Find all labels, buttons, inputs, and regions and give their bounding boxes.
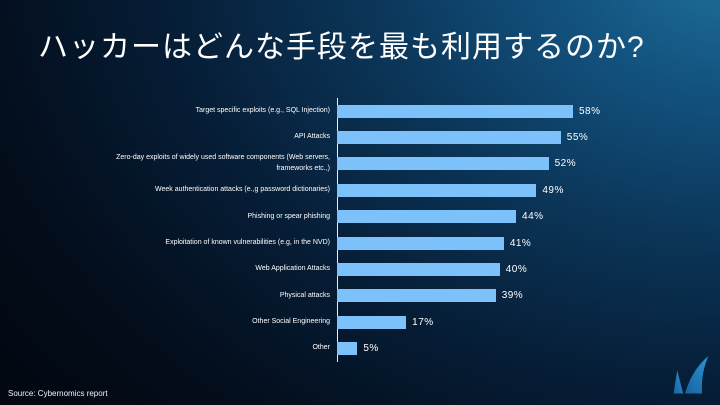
bar-track: 52% — [337, 157, 697, 171]
category-label: Web Application Attacks — [255, 265, 330, 273]
slide-title: ハッカーはどんな手段を最も利用するのか? — [38, 31, 645, 64]
bar — [337, 289, 496, 303]
bar-row: Zero-day exploits of widely used softwar… — [80, 151, 700, 177]
value-label: 40% — [505, 264, 528, 276]
category-label: Exploitation of known vulnerabilities (e… — [165, 238, 330, 246]
bar-track: 39% — [337, 289, 697, 303]
bar — [337, 315, 407, 329]
source-note: Source: Cybernomics report — [8, 389, 108, 398]
bar — [337, 183, 537, 197]
category-label: Zero-day exploits of widely used softwar… — [116, 154, 330, 172]
bar-row: Other 5% — [80, 336, 700, 362]
barracuda-logo-icon — [673, 356, 709, 394]
bar-row: Physical attacks 39% — [80, 283, 700, 309]
value-label: 55% — [566, 132, 589, 144]
category-label: Other — [312, 344, 330, 352]
logo-left-fin — [673, 370, 684, 394]
bar-row: Target specific exploits (e.g., SQL Inje… — [80, 98, 700, 124]
bar-row: Exploitation of known vulnerabilities (e… — [80, 230, 700, 256]
value-label: 41% — [509, 237, 532, 249]
bar-track: 40% — [337, 263, 697, 277]
bar-row: API Attacks 55% — [80, 124, 700, 150]
category-label: Target specific exploits (e.g., SQL Inje… — [195, 106, 330, 114]
value-label: 52% — [554, 158, 577, 170]
bar — [337, 342, 358, 356]
bar-track: 44% — [337, 210, 697, 224]
bar-track: 17% — [337, 315, 697, 329]
bar-track: 5% — [337, 342, 697, 356]
bar-track: 55% — [337, 131, 697, 145]
bar-track: 58% — [337, 104, 697, 118]
value-label: 17% — [412, 316, 434, 328]
bar-row: Other Social Engineering 17% — [80, 309, 700, 335]
category-label: Week authentication attacks (e.,g passwo… — [155, 186, 330, 194]
bar-track: 41% — [337, 236, 697, 250]
bar — [337, 157, 549, 171]
value-label: 58% — [579, 105, 601, 117]
bar-row: Web Application Attacks 40% — [80, 256, 700, 282]
bar — [337, 131, 561, 145]
bar-row: Week authentication attacks (e.,g passwo… — [80, 177, 700, 203]
logo-right-fin — [685, 356, 709, 394]
bar — [337, 104, 573, 118]
category-label: Physical attacks — [279, 291, 330, 299]
value-label: 5% — [363, 343, 379, 355]
value-label: 49% — [542, 184, 564, 196]
bar-track: 49% — [337, 183, 697, 197]
bar-row: Phishing or spear phishing 44% — [80, 204, 700, 230]
y-axis-line — [337, 98, 338, 362]
bar — [337, 263, 500, 277]
bar-chart: Target specific exploits (e.g., SQL Inje… — [80, 98, 700, 362]
bar — [337, 236, 504, 250]
category-label: Other Social Engineering — [252, 318, 330, 326]
bar-rows: Target specific exploits (e.g., SQL Inje… — [80, 98, 700, 362]
category-label: Phishing or spear phishing — [247, 212, 331, 220]
category-label: API Attacks — [294, 133, 330, 141]
value-label: 44% — [522, 211, 544, 223]
bar — [337, 210, 517, 224]
value-label: 39% — [501, 290, 524, 302]
